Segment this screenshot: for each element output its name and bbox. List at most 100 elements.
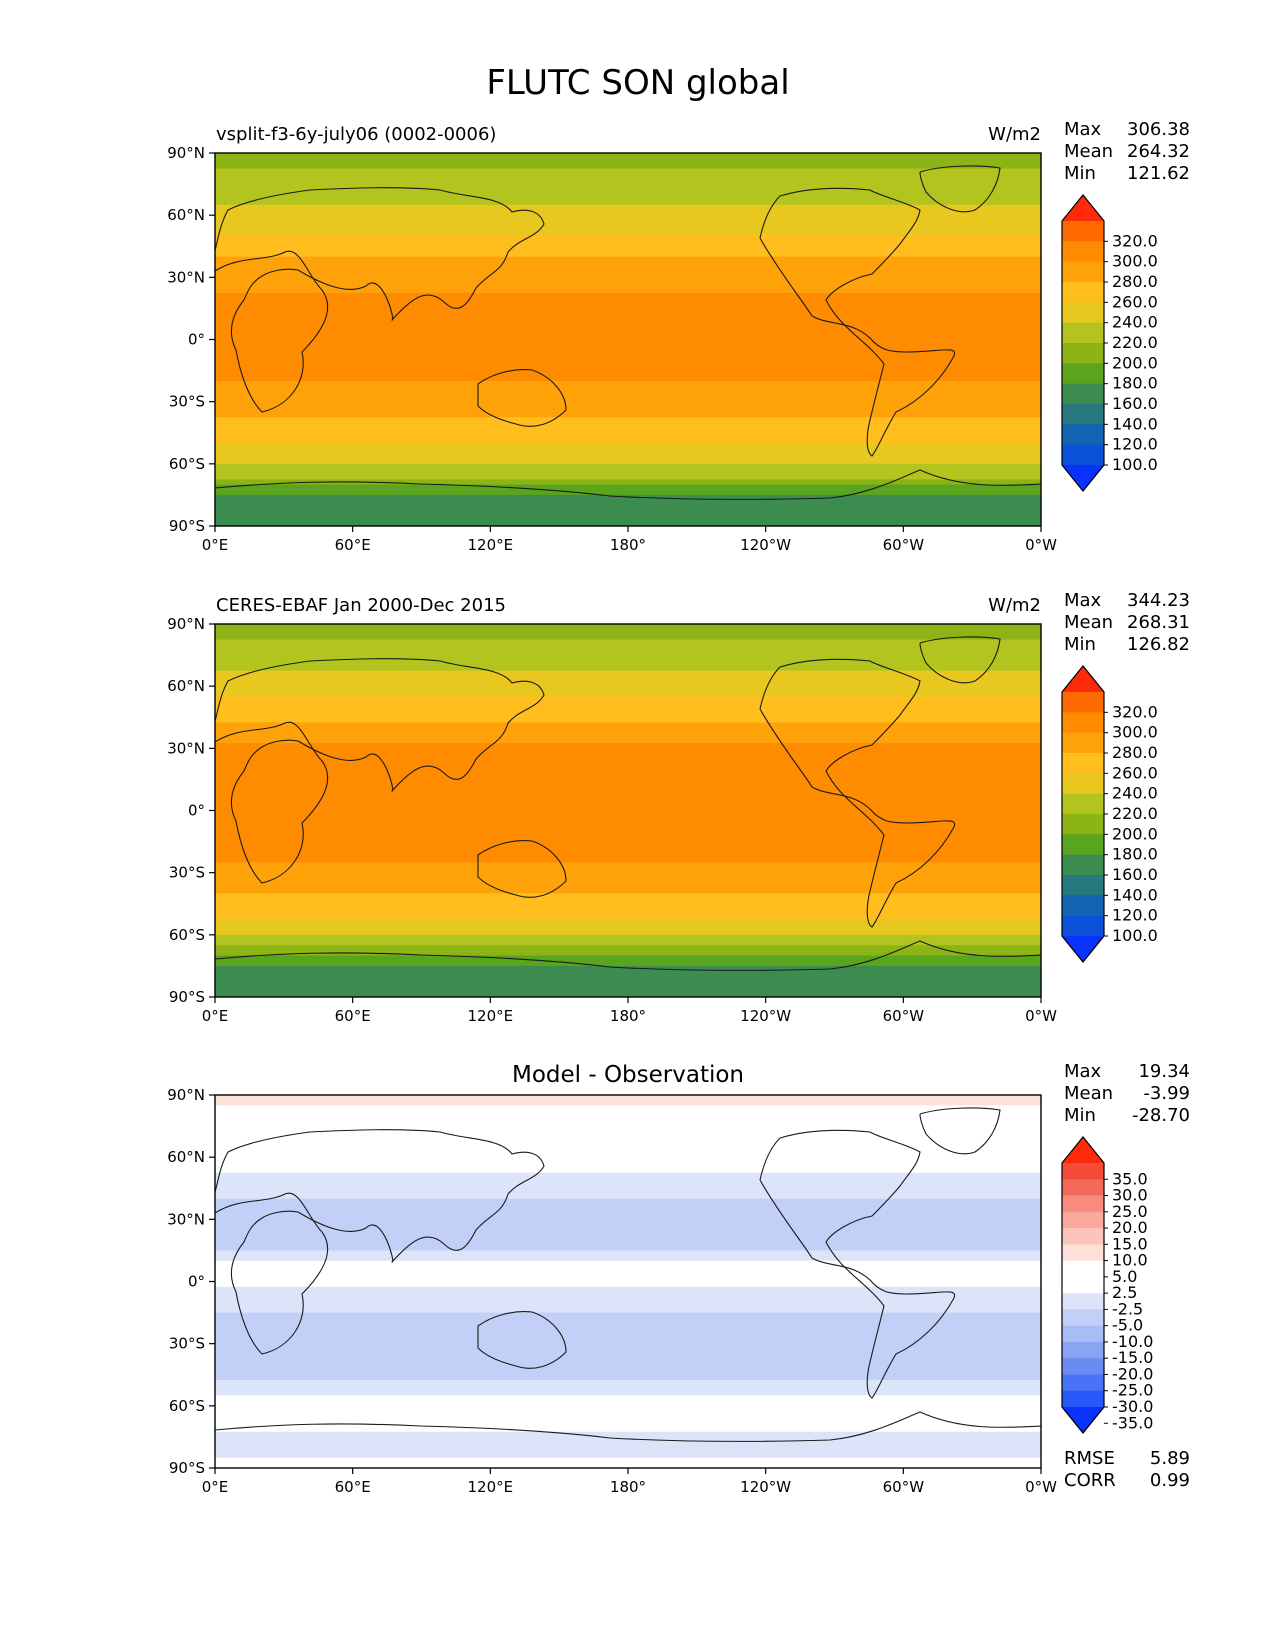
field-band [215,1126,1041,1132]
field-band [215,712,1041,718]
colorbar-extend-max [1062,666,1104,692]
colorbar: 35.030.025.020.015.010.05.02.5-2.5-5.0-1… [1061,1136,1153,1434]
field-band [215,251,1041,258]
colorbar-label: -2.5 [1112,1299,1143,1318]
y-tick-label: 60°S [169,455,205,473]
field-band [215,649,1041,656]
field-band [215,914,1041,920]
field-band [215,1105,1041,1112]
field-band [215,230,1041,237]
field-band [215,1390,1041,1397]
colorbar-segment [1062,895,1104,917]
field-band [215,1131,1041,1138]
colorbar-segment [1062,712,1104,734]
field-band [215,696,1041,703]
map-plot [215,153,1041,526]
field-band [215,1447,1041,1454]
colorbar-label: 180.0 [1112,374,1158,393]
coast-australia [477,840,567,898]
x-tick-label: 0°E [202,1007,229,1025]
field-band [215,1302,1041,1309]
colorbar-label: 100.0 [1112,926,1158,945]
colorbar-segment [1062,424,1104,446]
field-band [215,1100,1041,1106]
y-tick-label: 60°S [169,926,205,944]
field-band [215,484,1041,491]
colorbar-segment [1062,1358,1104,1375]
field-band [215,489,1041,496]
field-band [215,494,1041,501]
field-band [215,732,1041,739]
field-band [215,1405,1041,1412]
field-band [215,339,1041,346]
field-band [215,1297,1041,1303]
field-band [215,1379,1041,1386]
field-band [215,960,1041,967]
field-band [215,1141,1041,1148]
field-band [215,1416,1041,1422]
coast-africa-eurasia [215,658,545,884]
coast-australia [477,1311,567,1369]
colorbar-label: 160.0 [1112,394,1158,413]
colorbar-segment [1062,1211,1104,1229]
field-band [215,308,1041,315]
field-band [215,458,1041,465]
colorbar-segment [1062,383,1104,405]
field-band [215,225,1041,232]
field-band [215,1229,1041,1236]
colorbar-label: 300.0 [1112,723,1158,742]
colorbar-extend-min [1062,465,1104,491]
field-band [215,971,1041,977]
field-band [215,763,1041,770]
colorbar-label: 260.0 [1112,292,1158,311]
field-band [215,1307,1041,1314]
field-band [215,1146,1041,1153]
field-band [215,945,1041,951]
colorbar-label: 25.0 [1112,1202,1148,1221]
field-band [215,789,1041,796]
colorbar-segment [1062,1163,1104,1180]
field-band [215,220,1041,227]
colorbar-segment [1062,834,1104,856]
x-axis: 0°E 60°E 120°E 180° 120°W 60°W 0°W [202,526,1057,554]
field-band [215,209,1041,216]
field-band [215,386,1041,392]
y-tick-label: 30°N [167,1210,205,1228]
x-tick-label: 120°E [468,1007,514,1025]
y-axis: 90°N 60°N 30°N 0° 30°S 60°S 90°S [167,144,215,535]
colorbar-label: 5.0 [1112,1267,1137,1286]
field-band [215,1457,1041,1464]
colorbar-segment [1062,302,1104,324]
colorbar-segment [1062,753,1104,774]
field-band [215,1255,1041,1262]
field-band [215,991,1041,997]
colorbar-segment [1062,1293,1104,1310]
field-band [215,1224,1041,1231]
colorbar-label: 120.0 [1112,906,1158,925]
field-band [215,976,1041,983]
field-band [215,453,1041,460]
x-tick-label: 0°E [202,1478,229,1496]
field-band [215,256,1041,263]
field-band [215,365,1041,372]
field-band [215,1110,1041,1117]
field-band [215,872,1041,879]
colorbar-segment [1062,1390,1104,1408]
colorbar-label: 140.0 [1112,885,1158,904]
y-tick-label: 60°N [167,206,205,224]
field-band [215,691,1041,698]
panel-title: CERES-EBAF Jan 2000-Dec 2015 [216,595,506,616]
field-band [215,1436,1041,1443]
field-band [215,1343,1041,1350]
colorbar-label: 280.0 [1112,272,1158,291]
field-band [215,857,1041,863]
field-band [215,427,1041,434]
colorbar-segment [1062,854,1104,876]
coast-greenland [919,165,1001,213]
field-band [215,303,1041,310]
panel-reference: CERES-EBAF Jan 2000-Dec 2015 W/m2 Max 34… [167,590,1190,1025]
y-tick-label: 0° [188,802,205,820]
field-bands [215,1095,1041,1468]
field-band [215,779,1041,786]
panel-title: Model - Observation [512,1062,744,1088]
